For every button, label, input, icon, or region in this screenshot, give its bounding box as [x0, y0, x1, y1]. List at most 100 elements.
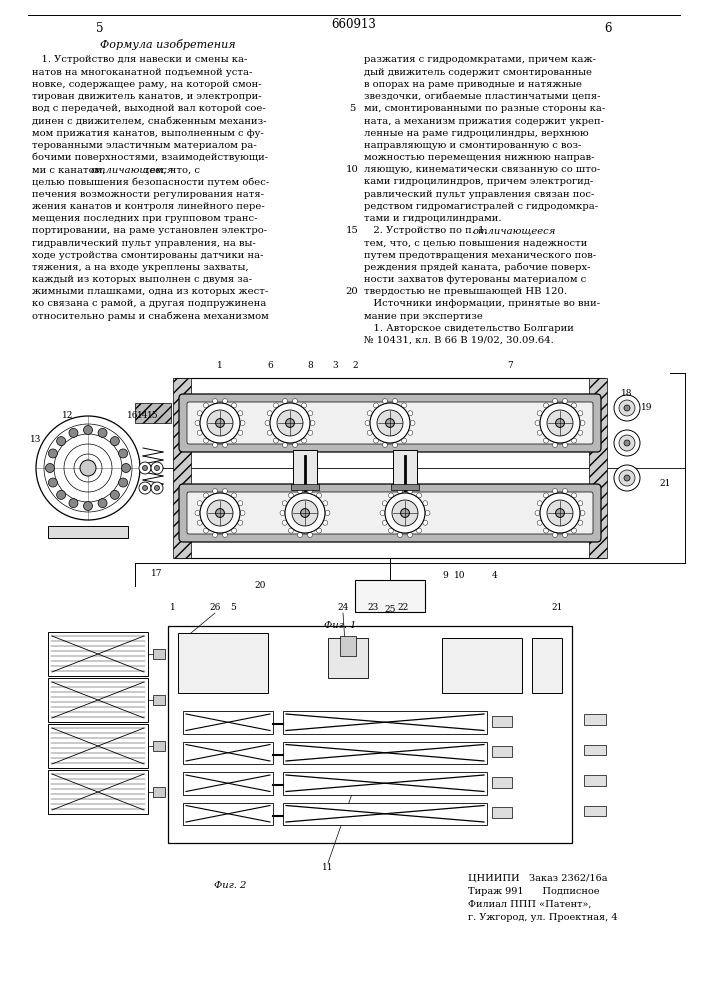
Circle shape [537, 501, 542, 506]
Bar [283, 711, 487, 734]
Circle shape [48, 449, 57, 458]
Text: 7: 7 [507, 361, 513, 370]
Circle shape [98, 428, 107, 437]
Circle shape [139, 482, 151, 494]
Bar [584, 745, 606, 755]
Text: 1. Авторское свидетельство Болгарии: 1. Авторское свидетельство Болгарии [364, 324, 574, 333]
Circle shape [119, 478, 127, 487]
Circle shape [216, 509, 224, 517]
Bar [183, 772, 273, 794]
Circle shape [397, 532, 402, 537]
Text: можностью перемещения нижнюю направ-: можностью перемещения нижнюю направ- [364, 153, 595, 162]
Circle shape [552, 399, 558, 404]
Text: 1: 1 [170, 603, 176, 612]
Bar [153, 787, 165, 797]
Circle shape [382, 399, 387, 404]
Circle shape [207, 500, 233, 526]
Circle shape [382, 501, 387, 506]
Circle shape [614, 430, 640, 456]
Circle shape [277, 410, 303, 436]
Circle shape [407, 489, 412, 494]
Circle shape [382, 442, 387, 447]
Bar [283, 742, 487, 764]
Text: 25: 25 [384, 605, 396, 614]
Circle shape [300, 509, 310, 517]
Text: равлический пульт управления связан пос-: равлический пульт управления связан пос- [364, 190, 595, 199]
Circle shape [280, 510, 285, 516]
Circle shape [204, 528, 209, 533]
Bar [393, 450, 417, 488]
Circle shape [385, 419, 395, 427]
Circle shape [416, 528, 421, 533]
Bar [492, 716, 512, 727]
Circle shape [197, 411, 202, 416]
Text: 2. Устройство по п. 1,: 2. Устройство по п. 1, [364, 226, 491, 235]
Bar [48, 724, 148, 768]
Circle shape [240, 420, 245, 426]
Circle shape [283, 442, 288, 447]
Circle shape [286, 419, 294, 427]
Text: 10: 10 [346, 165, 358, 174]
Circle shape [308, 489, 312, 494]
Bar [291, 484, 319, 490]
Circle shape [540, 403, 580, 443]
Bar [328, 638, 368, 678]
Bar [175, 378, 605, 558]
Circle shape [213, 489, 218, 494]
Text: 12: 12 [62, 412, 74, 420]
Bar [153, 741, 165, 751]
Bar [153, 649, 165, 659]
Circle shape [143, 466, 148, 471]
Circle shape [216, 419, 224, 427]
Text: динен с движителем, снабженным механиз-: динен с движителем, снабженным механиз- [32, 116, 267, 125]
Circle shape [301, 403, 307, 408]
Bar [492, 746, 512, 757]
Circle shape [238, 430, 243, 435]
Circle shape [392, 500, 418, 526]
Circle shape [552, 489, 558, 494]
Circle shape [578, 430, 583, 435]
Bar [442, 638, 522, 693]
Circle shape [547, 410, 573, 436]
Circle shape [544, 438, 549, 443]
Text: ко связана с рамой, а другая подпружинена: ко связана с рамой, а другая подпружинен… [32, 300, 267, 308]
Text: ками гидроцилиндров, причем электрогид-: ками гидроцилиндров, причем электрогид- [364, 178, 593, 186]
Circle shape [619, 435, 635, 451]
Bar [183, 742, 273, 764]
Circle shape [392, 399, 397, 404]
Text: 17: 17 [151, 568, 163, 578]
Text: новке, содержащее раму, на которой смон-: новке, содержащее раму, на которой смон- [32, 80, 262, 89]
Circle shape [293, 399, 298, 404]
Text: редством гидромагистралей с гидродомкра-: редством гидромагистралей с гидродомкра- [364, 202, 598, 211]
Text: звездочки, огибаемые пластинчатыми цепя-: звездочки, огибаемые пластинчатыми цепя- [364, 92, 600, 101]
Circle shape [197, 520, 202, 525]
Circle shape [238, 501, 243, 506]
Text: Источники информации, принятые во вни-: Источники информации, принятые во вни- [364, 300, 600, 308]
Text: путем предотвращения механического пов-: путем предотвращения механического пов- [364, 251, 596, 260]
Text: 21: 21 [660, 479, 671, 488]
Circle shape [207, 410, 233, 436]
Circle shape [143, 486, 148, 490]
Circle shape [547, 500, 573, 526]
Circle shape [537, 430, 542, 435]
Bar [283, 802, 487, 825]
Circle shape [392, 442, 397, 447]
Text: 5: 5 [230, 603, 236, 612]
Circle shape [270, 403, 310, 443]
Circle shape [197, 501, 202, 506]
Bar [135, 403, 171, 423]
Circle shape [310, 420, 315, 426]
Circle shape [110, 490, 119, 499]
Circle shape [325, 510, 330, 516]
Text: 14: 14 [137, 412, 148, 420]
Bar [293, 450, 317, 488]
Text: ната, а механизм прижатия содержит укреп-: ната, а механизм прижатия содержит укреп… [364, 116, 604, 125]
Bar [48, 632, 148, 676]
Circle shape [45, 464, 54, 473]
Circle shape [540, 493, 580, 533]
Circle shape [571, 403, 576, 408]
Text: мещения последних при групповом транс-: мещения последних при групповом транс- [32, 214, 257, 223]
Circle shape [231, 403, 237, 408]
Circle shape [298, 489, 303, 494]
Circle shape [197, 430, 202, 435]
